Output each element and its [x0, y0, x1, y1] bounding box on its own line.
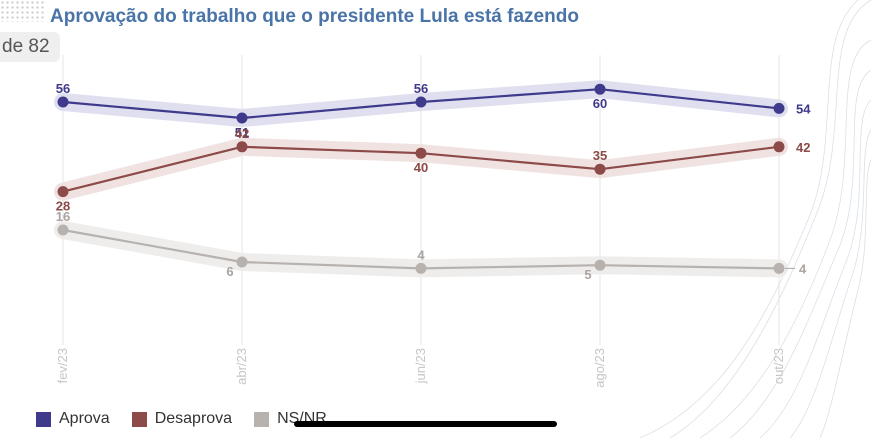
page-count-badge: de 82 [0, 32, 60, 62]
label-desaprova-out/23: 42 [796, 140, 810, 155]
point-desaprova-abr/23 [236, 141, 248, 153]
chart-legend: Aprova Desaprova NS/NR [36, 410, 327, 428]
label-aprova-ago/23: 60 [593, 96, 607, 111]
decorative-wave-lines [639, 0, 871, 438]
x-axis-ticks: fev/23 abr/23 jun/23 ago/23 out/23 [55, 348, 786, 388]
label-nsnr-abr/23: 6 [226, 264, 233, 279]
label-nsnr-ago/23: 5 [584, 267, 591, 282]
label-desaprova-abr/23: 42 [235, 126, 249, 141]
x-tick-ago/23: ago/23 [592, 348, 607, 388]
legend-item-desaprova: Desaprova [131, 410, 233, 428]
point-nsnr-ago/23 [594, 259, 606, 271]
label-desaprova-ago/23: 35 [593, 148, 607, 163]
point-aprova-out/23 [773, 102, 785, 114]
point-desaprova-fev/23 [57, 186, 69, 198]
point-aprova-fev/23 [57, 96, 69, 108]
label-desaprova-fev/23: 28 [56, 199, 70, 214]
x-tick-fev/23: fev/23 [55, 348, 70, 383]
label-aprova-out/23: 54 [796, 101, 811, 116]
point-nsnr-fev/23 [57, 224, 69, 236]
point-desaprova-out/23 [773, 141, 785, 153]
legend-swatch-nsnr [254, 411, 270, 427]
point-nsnr-out/23 [773, 262, 785, 274]
point-desaprova-ago/23 [594, 163, 606, 175]
label-aprova-abr/23: 51 [235, 125, 249, 140]
point-nsnr-jun/23 [415, 262, 427, 274]
data-points [57, 83, 785, 274]
label-aprova-fev/23: 56 [56, 81, 70, 96]
legend-label-desaprova: Desaprova [154, 410, 233, 427]
legend-swatch-desaprova [131, 411, 147, 427]
x-tick-out/23: out/23 [771, 348, 786, 384]
point-aprova-jun/23 [415, 96, 427, 108]
label-desaprova-jun/23: 40 [414, 160, 428, 175]
label-aprova-jun/23: 56 [414, 81, 428, 96]
point-desaprova-jun/23 [415, 147, 427, 159]
chart-title: Aprovação do trabalho que o presidente L… [50, 6, 579, 27]
legend-label-aprova: Aprova [59, 410, 110, 427]
point-nsnr-abr/23 [236, 256, 248, 268]
legend-item-aprova: Aprova [36, 410, 110, 428]
x-tick-jun/23: jun/23 [413, 348, 428, 384]
point-aprova-ago/23 [594, 83, 606, 95]
label-nsnr-out/23: 4 [799, 261, 807, 276]
label-nsnr-jun/23: 4 [417, 247, 425, 262]
scroll-indicator [294, 421, 557, 427]
dot-pattern-decoration [0, 0, 46, 22]
point-aprova-abr/23 [236, 112, 248, 124]
legend-swatch-aprova [36, 411, 51, 427]
label-nsnr-fev/23: 16 [56, 209, 70, 224]
x-tick-abr/23: abr/23 [234, 348, 249, 385]
